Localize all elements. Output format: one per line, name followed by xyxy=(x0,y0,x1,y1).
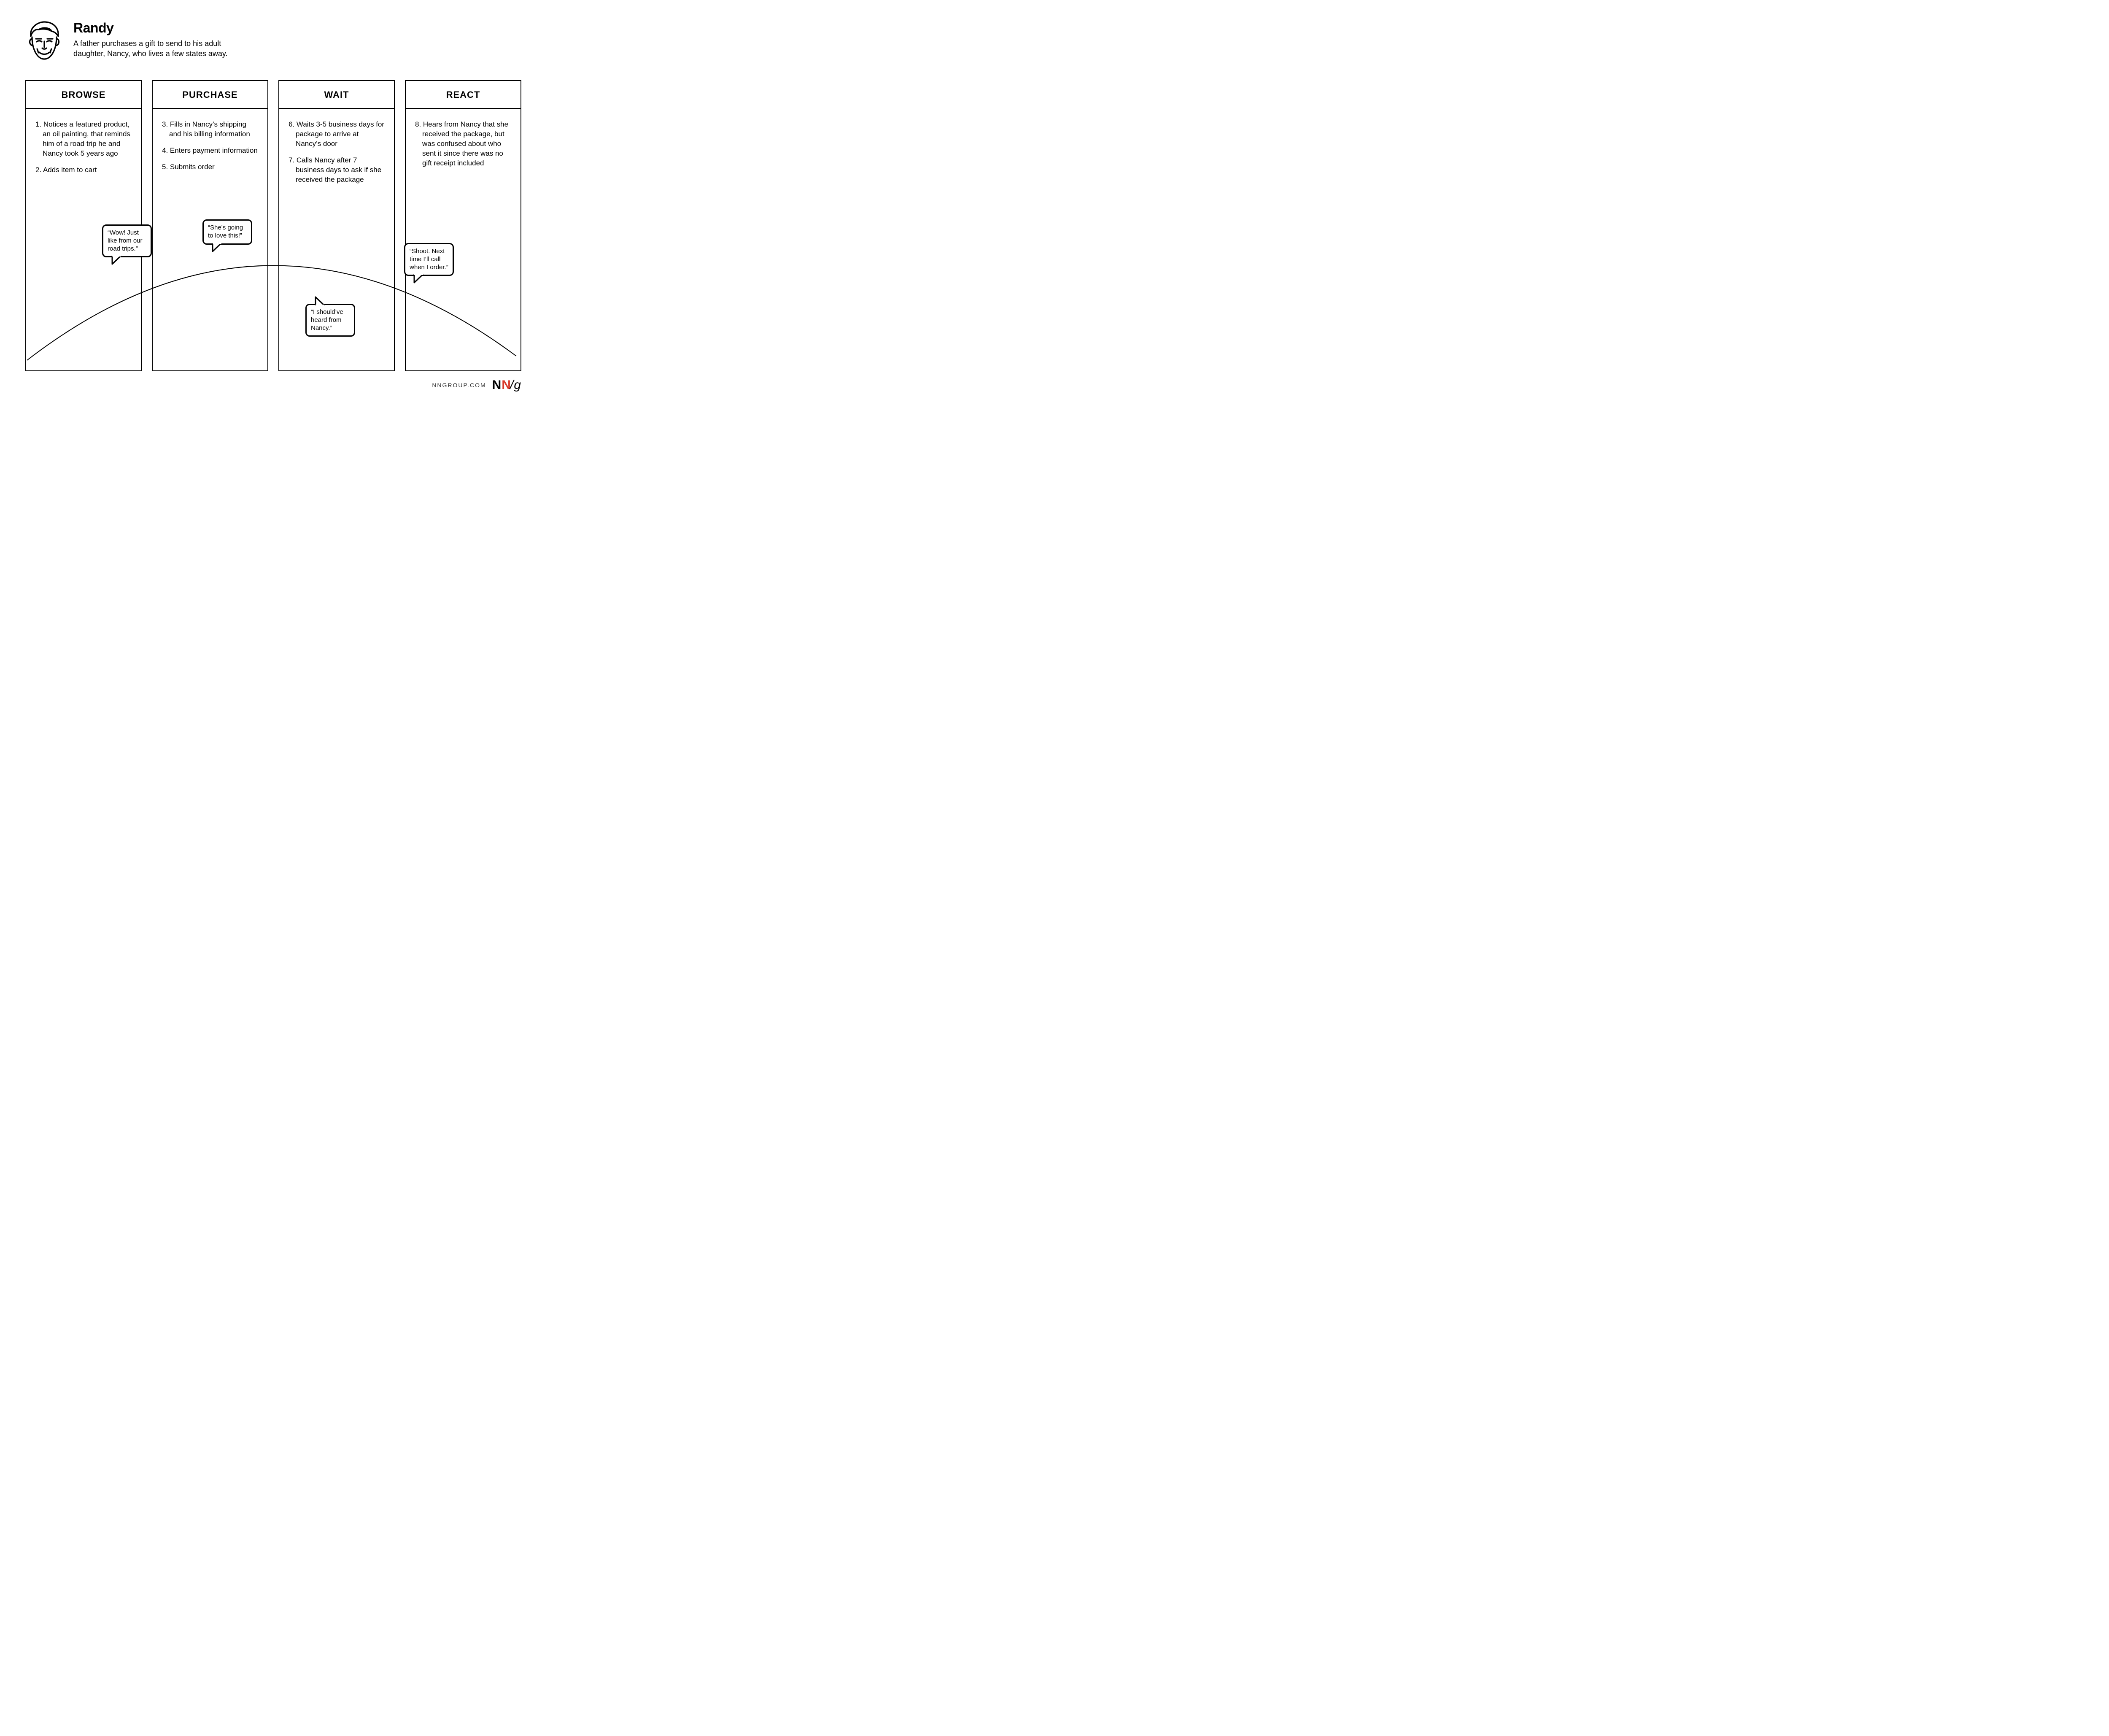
column-title: BROWSE xyxy=(26,81,141,109)
footer-url: NNGROUP.COM xyxy=(432,382,486,389)
persona-header: Randy A father purchases a gift to send … xyxy=(25,20,242,62)
persona-text: Randy A father purchases a gift to send … xyxy=(73,20,242,59)
logo-slash-g: /g xyxy=(510,378,521,392)
step: 6. Waits 3-5 business days for package t… xyxy=(289,120,385,149)
step: 8. Hears from Nancy that she received th… xyxy=(415,120,511,168)
step: 7. Calls Nancy after 7 business days to … xyxy=(289,156,385,185)
nng-logo: NN/g xyxy=(492,378,521,392)
column-body: 8. Hears from Nancy that she received th… xyxy=(406,109,521,184)
column-title: WAIT xyxy=(279,81,394,109)
footer: NNGROUP.COM NN/g xyxy=(432,378,521,392)
bubble-tail-icon xyxy=(314,296,327,306)
column-body: 1. Notices a featured product, an oil pa… xyxy=(26,109,141,190)
quote-bubble: “Shoot. Next time I’ll call when I order… xyxy=(404,243,454,276)
step: 2. Adds item to cart xyxy=(35,165,132,175)
column-react: REACT 8. Hears from Nancy that she recei… xyxy=(405,80,521,371)
quote-bubble: “She’s going to love this!” xyxy=(202,219,252,245)
step: 3. Fills in Nancy’s shipping and his bil… xyxy=(162,120,258,139)
step: 4. Enters payment information xyxy=(162,146,258,156)
column-body: 3. Fills in Nancy’s shipping and his bil… xyxy=(153,109,267,187)
logo-n1: N xyxy=(492,378,502,392)
bubble-tail-icon xyxy=(413,273,426,283)
persona-avatar-icon xyxy=(25,20,63,62)
persona-name: Randy xyxy=(73,20,242,36)
quote-bubble: “Wow! Just like from our road trips.” xyxy=(102,224,152,257)
journey-columns: BROWSE 1. Notices a featured product, an… xyxy=(25,80,521,371)
column-title: PURCHASE xyxy=(153,81,267,109)
bubble-tail-icon xyxy=(211,242,224,252)
persona-description: A father purchases a gift to send to his… xyxy=(73,38,242,59)
bubble-tail-icon xyxy=(111,255,124,265)
column-title: REACT xyxy=(406,81,521,109)
step: 5. Submits order xyxy=(162,162,258,172)
journey-map: Randy A father purchases a gift to send … xyxy=(0,0,540,402)
quote-bubble: “I should’ve heard from Nancy.” xyxy=(305,304,355,337)
column-body: 6. Waits 3-5 business days for package t… xyxy=(279,109,394,200)
step: 1. Notices a featured product, an oil pa… xyxy=(35,120,132,159)
